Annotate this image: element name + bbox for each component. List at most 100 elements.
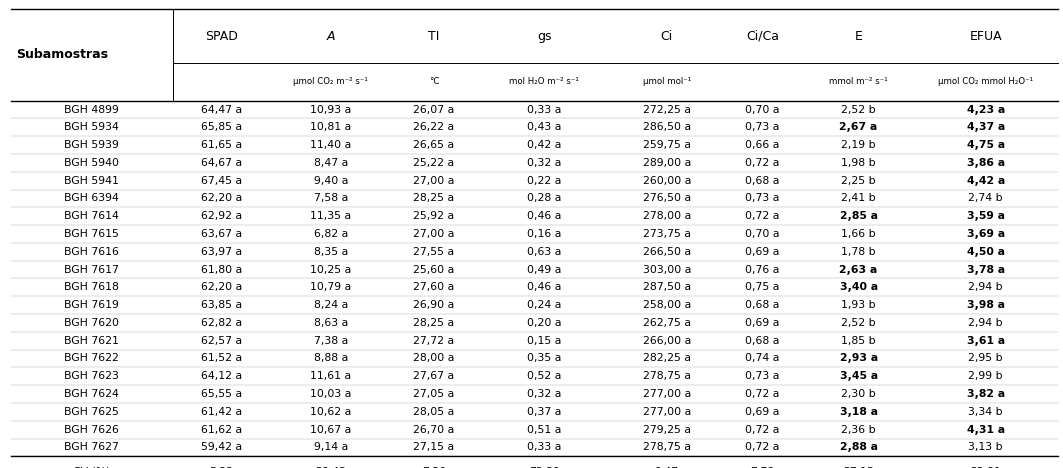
Text: BGH 4899: BGH 4899 xyxy=(64,104,119,115)
Text: mmol m⁻² s⁻¹: mmol m⁻² s⁻¹ xyxy=(829,77,888,87)
Text: 3,40 a: 3,40 a xyxy=(840,282,878,292)
Text: 0,74 a: 0,74 a xyxy=(745,353,780,364)
Text: µmol CO₂ m⁻² s⁻¹: µmol CO₂ m⁻² s⁻¹ xyxy=(293,77,368,87)
Text: 0,68 a: 0,68 a xyxy=(745,336,780,346)
Text: 0,52 a: 0,52 a xyxy=(527,371,561,381)
Text: 61,42 a: 61,42 a xyxy=(201,407,242,417)
Text: 0,68 a: 0,68 a xyxy=(745,176,780,186)
Text: µmol mol⁻¹: µmol mol⁻¹ xyxy=(642,77,691,87)
Text: 1,85 b: 1,85 b xyxy=(841,336,876,346)
Text: 73,29: 73,29 xyxy=(529,467,560,468)
Text: 61,65 a: 61,65 a xyxy=(201,140,242,150)
Text: mol H₂O m⁻² s⁻¹: mol H₂O m⁻² s⁻¹ xyxy=(509,77,579,87)
Text: 63,85 a: 63,85 a xyxy=(201,300,242,310)
Text: 0,33 a: 0,33 a xyxy=(527,442,561,453)
Text: 2,63 a: 2,63 a xyxy=(840,264,878,275)
Text: gs: gs xyxy=(537,30,552,43)
Text: BGH 7614: BGH 7614 xyxy=(64,211,119,221)
Text: 11,35 a: 11,35 a xyxy=(310,211,352,221)
Text: 0,75 a: 0,75 a xyxy=(745,282,780,292)
Text: 4,50 a: 4,50 a xyxy=(966,247,1005,257)
Text: 10,25 a: 10,25 a xyxy=(310,264,352,275)
Text: 0,69 a: 0,69 a xyxy=(745,318,780,328)
Text: 63,67 a: 63,67 a xyxy=(201,229,242,239)
Text: 4,42 a: 4,42 a xyxy=(966,176,1005,186)
Text: 2,85 a: 2,85 a xyxy=(840,211,878,221)
Text: 6,82 a: 6,82 a xyxy=(314,229,348,239)
Text: 2,19 b: 2,19 b xyxy=(841,140,876,150)
Text: BGH 5939: BGH 5939 xyxy=(64,140,119,150)
Text: 0,37 a: 0,37 a xyxy=(527,407,561,417)
Text: Subamostras: Subamostras xyxy=(16,49,108,61)
Text: 27,15 a: 27,15 a xyxy=(414,442,455,453)
Text: 1,93 b: 1,93 b xyxy=(841,300,876,310)
Text: 2,67 a: 2,67 a xyxy=(840,122,878,132)
Text: 28,25 a: 28,25 a xyxy=(414,193,455,204)
Text: 64,47 a: 64,47 a xyxy=(201,104,242,115)
Text: 2,41 b: 2,41 b xyxy=(841,193,876,204)
Text: 65,55 a: 65,55 a xyxy=(201,389,242,399)
Text: 4,37 a: 4,37 a xyxy=(966,122,1005,132)
Text: 10,03 a: 10,03 a xyxy=(310,389,352,399)
Text: 62,20 a: 62,20 a xyxy=(201,282,242,292)
Text: 258,00 a: 258,00 a xyxy=(642,300,691,310)
Text: 0,42 a: 0,42 a xyxy=(527,140,561,150)
Text: EFUA: EFUA xyxy=(969,30,1002,43)
Text: 289,00 a: 289,00 a xyxy=(642,158,691,168)
Text: 64,67 a: 64,67 a xyxy=(201,158,242,168)
Text: 0,35 a: 0,35 a xyxy=(527,353,561,364)
Text: 0,33 a: 0,33 a xyxy=(527,104,561,115)
Text: 3,59 a: 3,59 a xyxy=(966,211,1005,221)
Text: 3,34 b: 3,34 b xyxy=(968,407,1003,417)
Text: 10,67 a: 10,67 a xyxy=(310,424,352,435)
Text: °C: °C xyxy=(428,77,439,87)
Text: 25,60 a: 25,60 a xyxy=(414,264,455,275)
Text: 28,05 a: 28,05 a xyxy=(414,407,455,417)
Text: 0,70 a: 0,70 a xyxy=(745,104,780,115)
Text: 3,13 b: 3,13 b xyxy=(968,442,1003,453)
Text: 27,60 a: 27,60 a xyxy=(414,282,455,292)
Text: E: E xyxy=(855,30,862,43)
Text: BGH 7618: BGH 7618 xyxy=(64,282,119,292)
Text: 27,00 a: 27,00 a xyxy=(414,229,455,239)
Text: 0,46 a: 0,46 a xyxy=(527,282,561,292)
Text: 0,20 a: 0,20 a xyxy=(527,318,561,328)
Text: 3,61 a: 3,61 a xyxy=(966,336,1005,346)
Text: 2,88 a: 2,88 a xyxy=(840,442,878,453)
Text: 1,66 b: 1,66 b xyxy=(841,229,876,239)
Text: BGH 7625: BGH 7625 xyxy=(64,407,119,417)
Text: 10,81 a: 10,81 a xyxy=(310,122,352,132)
Text: 2,52 b: 2,52 b xyxy=(841,104,876,115)
Text: 28,25 a: 28,25 a xyxy=(414,318,455,328)
Text: 0,72 a: 0,72 a xyxy=(745,389,780,399)
Text: 0,32 a: 0,32 a xyxy=(527,389,561,399)
Text: 64,12 a: 64,12 a xyxy=(201,371,242,381)
Text: 28,43: 28,43 xyxy=(316,467,347,468)
Text: 276,50 a: 276,50 a xyxy=(643,193,691,204)
Text: 278,75 a: 278,75 a xyxy=(643,442,691,453)
Text: µmol CO₂ mmol H₂O⁻¹: µmol CO₂ mmol H₂O⁻¹ xyxy=(939,77,1033,87)
Text: 7,38 a: 7,38 a xyxy=(314,336,348,346)
Text: 62,20 a: 62,20 a xyxy=(201,193,242,204)
Text: 278,00 a: 278,00 a xyxy=(642,211,691,221)
Text: 3,98 a: 3,98 a xyxy=(966,300,1005,310)
Text: BGH 7615: BGH 7615 xyxy=(64,229,119,239)
Text: 4,31 a: 4,31 a xyxy=(966,424,1005,435)
Text: 27,05 a: 27,05 a xyxy=(414,389,455,399)
Text: 0,73 a: 0,73 a xyxy=(745,193,780,204)
Text: 27,55 a: 27,55 a xyxy=(414,247,455,257)
Text: 2,36 b: 2,36 b xyxy=(841,424,876,435)
Text: 3,45 a: 3,45 a xyxy=(840,371,878,381)
Text: Ci: Ci xyxy=(660,30,673,43)
Text: 62,92 a: 62,92 a xyxy=(201,211,242,221)
Text: 61,52 a: 61,52 a xyxy=(201,353,242,364)
Text: 4,23 a: 4,23 a xyxy=(966,104,1005,115)
Text: 0,24 a: 0,24 a xyxy=(527,300,561,310)
Text: 28,00 a: 28,00 a xyxy=(414,353,455,364)
Text: 27,13: 27,13 xyxy=(843,467,874,468)
Text: 67,45 a: 67,45 a xyxy=(201,176,242,186)
Text: 7,20: 7,20 xyxy=(422,467,446,468)
Text: 26,90 a: 26,90 a xyxy=(414,300,455,310)
Text: 0,68 a: 0,68 a xyxy=(745,300,780,310)
Text: 266,00 a: 266,00 a xyxy=(642,336,691,346)
